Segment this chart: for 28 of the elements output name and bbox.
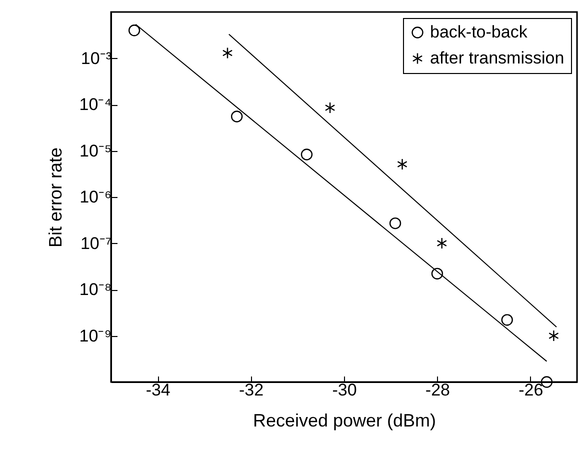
point (389, 217, 402, 230)
y-tick-label: 10⁻⁹ (79, 326, 112, 346)
x-tick-label: -26 (518, 380, 544, 400)
y-tick-label: 10⁻³ (80, 48, 112, 68)
point (540, 376, 553, 388)
point (548, 330, 559, 342)
point (397, 158, 408, 170)
point (324, 102, 336, 114)
x-tick-label: -28 (425, 380, 450, 400)
point (222, 47, 233, 59)
x-axis-title: Received power (dBm) (252, 410, 436, 430)
point (230, 110, 243, 122)
y-axis-title: Bit error rate (45, 147, 66, 248)
point (300, 148, 313, 160)
legend-label: back-to-back (430, 22, 528, 42)
y-tick-label: 10⁻⁶ (80, 188, 112, 206)
y-tick-label: 10⁻⁵ (80, 141, 112, 160)
legend-label: after transmission (430, 48, 564, 68)
x-tick-label: -32 (239, 380, 264, 400)
y-tick-label: 10⁻⁷ (80, 234, 112, 253)
point (431, 268, 444, 280)
point (128, 24, 140, 36)
point (436, 237, 447, 250)
x-tick-label: -30 (332, 380, 357, 400)
y-tick-label: 10⁻⁴ (79, 95, 112, 114)
point (501, 314, 513, 326)
x-tick-label: -34 (146, 380, 170, 400)
y-tick-label: 10⁻⁸ (79, 280, 112, 299)
